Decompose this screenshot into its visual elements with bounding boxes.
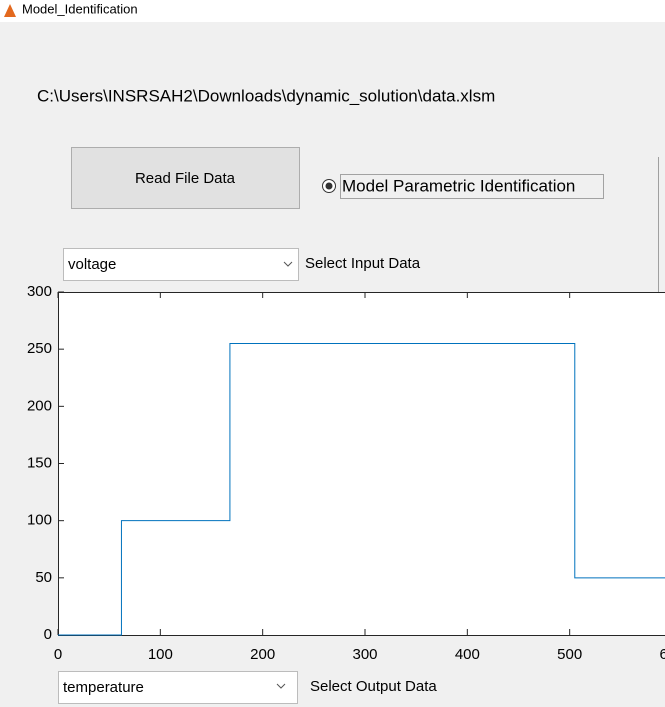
output-dropdown-value: temperature	[63, 679, 144, 696]
read-button[interactable]	[71, 147, 300, 209]
x-tick-label: 400	[455, 646, 480, 663]
output-dropdown[interactable]	[58, 671, 298, 704]
radio-dot	[325, 182, 333, 190]
x-tick-label: 200	[250, 646, 275, 663]
radio-label: Model Parametric Identification	[342, 176, 575, 195]
y-tick-label: 300	[27, 283, 52, 300]
y-tick-label: 100	[27, 512, 52, 529]
title-bar	[0, 0, 665, 22]
read-button-label: Read File Data	[135, 170, 236, 187]
window-title: Model_Identification	[22, 1, 138, 16]
app-icon	[4, 4, 16, 17]
y-tick-label: 200	[27, 397, 52, 414]
dropdown-arrow	[276, 683, 286, 689]
x-tick-label: 0	[54, 646, 62, 663]
input-select-label: Select Input Data	[305, 255, 421, 272]
input-dropdown-value: voltage	[68, 256, 116, 273]
plot-area	[58, 292, 665, 635]
chart: 0 50 100 150 200 250 300 0 100 200 300 400 500 600	[27, 283, 665, 663]
x-tick-label: 600	[659, 646, 665, 663]
x-tick-label: 300	[352, 646, 377, 663]
x-tick-label: 100	[148, 646, 173, 663]
y-tick-label: 150	[27, 454, 52, 471]
data-line	[58, 342, 665, 636]
dropdown-arrow	[283, 261, 293, 267]
y-tick-label: 0	[44, 626, 52, 643]
x-tick-label: 500	[557, 646, 582, 663]
y-tick-label: 50	[35, 569, 52, 586]
focus-box	[340, 174, 604, 199]
output-select-label: Select Output Data	[310, 678, 437, 695]
file-path: C:\Users\INSRSAH2\Downloads\dynamic_solu…	[37, 86, 495, 105]
input-dropdown[interactable]	[63, 248, 299, 281]
y-tick-label: 250	[27, 340, 52, 357]
